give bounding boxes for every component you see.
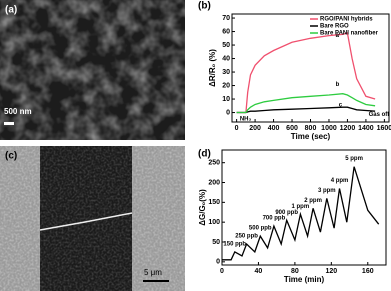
y-tick-label: 100 bbox=[208, 219, 220, 226]
annotation: 500 ppb bbox=[249, 226, 272, 232]
panel-label: (d) bbox=[198, 149, 211, 160]
annotation: 150 ppb bbox=[223, 241, 246, 247]
x-tick-label: 0 bbox=[220, 268, 224, 275]
data-line bbox=[236, 106, 376, 114]
y-tick-label: 20 bbox=[222, 82, 230, 89]
scale-bar bbox=[4, 122, 14, 125]
x-axis-label: Time (sec) bbox=[291, 132, 331, 141]
x-tick-label: 1600 bbox=[377, 125, 391, 132]
y-tick-label: 70 bbox=[222, 15, 230, 22]
legend-label: Bare RGO bbox=[320, 24, 349, 30]
panel-label: (a) bbox=[5, 5, 17, 16]
y-tick-label: 50 bbox=[222, 42, 230, 49]
data-line bbox=[236, 93, 376, 114]
x-tick-label: 800 bbox=[305, 125, 317, 132]
panel-label: (b) bbox=[198, 1, 211, 12]
y-tick-label: 200 bbox=[208, 179, 220, 186]
x-tick-label: 600 bbox=[286, 125, 298, 132]
micrograph-a: (a) 500 nm bbox=[0, 0, 185, 140]
scale-bar-label: 5 μm bbox=[144, 268, 162, 277]
x-tick-label: 1400 bbox=[358, 125, 374, 132]
annotation: c bbox=[339, 102, 343, 108]
legend-label: RGO/PANI hybrids bbox=[320, 17, 373, 23]
annotation: Gas off bbox=[369, 112, 391, 118]
y-tick-label: 0 bbox=[216, 259, 220, 266]
annotation: 1 ppm bbox=[292, 204, 310, 210]
data-line bbox=[222, 166, 380, 261]
y-tick-label: 40 bbox=[222, 55, 230, 62]
annotation: NH₃ bbox=[240, 116, 252, 122]
data-line bbox=[236, 32, 376, 114]
x-tick-label: 0 bbox=[235, 125, 239, 132]
x-tick-label: 160 bbox=[362, 268, 374, 275]
plot-frame bbox=[221, 149, 387, 266]
annotation: 900 ppb bbox=[275, 210, 298, 216]
y-tick-label: 250 bbox=[208, 160, 220, 167]
panel-label: (c) bbox=[5, 151, 17, 162]
scale-bar-label: 500 nm bbox=[4, 107, 32, 116]
annotation: b bbox=[336, 82, 340, 88]
annotation: a bbox=[336, 33, 340, 39]
scale-bar bbox=[143, 280, 169, 282]
annotation: 3 ppm bbox=[318, 188, 336, 194]
y-tick-label: 10 bbox=[222, 96, 230, 103]
x-axis-label: Time (min) bbox=[284, 275, 325, 284]
annotation: 4 ppm bbox=[331, 178, 349, 184]
x-tick-label: 1200 bbox=[340, 125, 356, 132]
x-tick-label: 80 bbox=[291, 268, 299, 275]
annotation: 250 ppb bbox=[235, 234, 258, 240]
annotation: 2 ppm bbox=[304, 198, 322, 204]
annotation: 700 ppb bbox=[263, 216, 286, 222]
y-tick-label: 30 bbox=[222, 69, 230, 76]
y-axis-label: ΔR/R₀ (%) bbox=[208, 49, 217, 87]
annotation: 5 ppm bbox=[345, 156, 363, 162]
y-tick-label: 0 bbox=[226, 109, 230, 116]
legend-label: Bare PANI nanofiber bbox=[320, 31, 379, 37]
micrograph-c: (c) 5 μm bbox=[0, 146, 185, 291]
y-tick-label: 50 bbox=[212, 239, 220, 246]
x-tick-label: 120 bbox=[325, 268, 337, 275]
x-tick-label: 200 bbox=[249, 125, 261, 132]
x-tick-label: 40 bbox=[255, 268, 263, 275]
y-tick-label: 150 bbox=[208, 199, 220, 206]
y-tick-label: 60 bbox=[222, 28, 230, 35]
x-tick-label: 400 bbox=[268, 125, 280, 132]
x-tick-label: 1000 bbox=[321, 125, 337, 132]
y-axis-label: ΔG/G₀(%) bbox=[198, 189, 207, 226]
